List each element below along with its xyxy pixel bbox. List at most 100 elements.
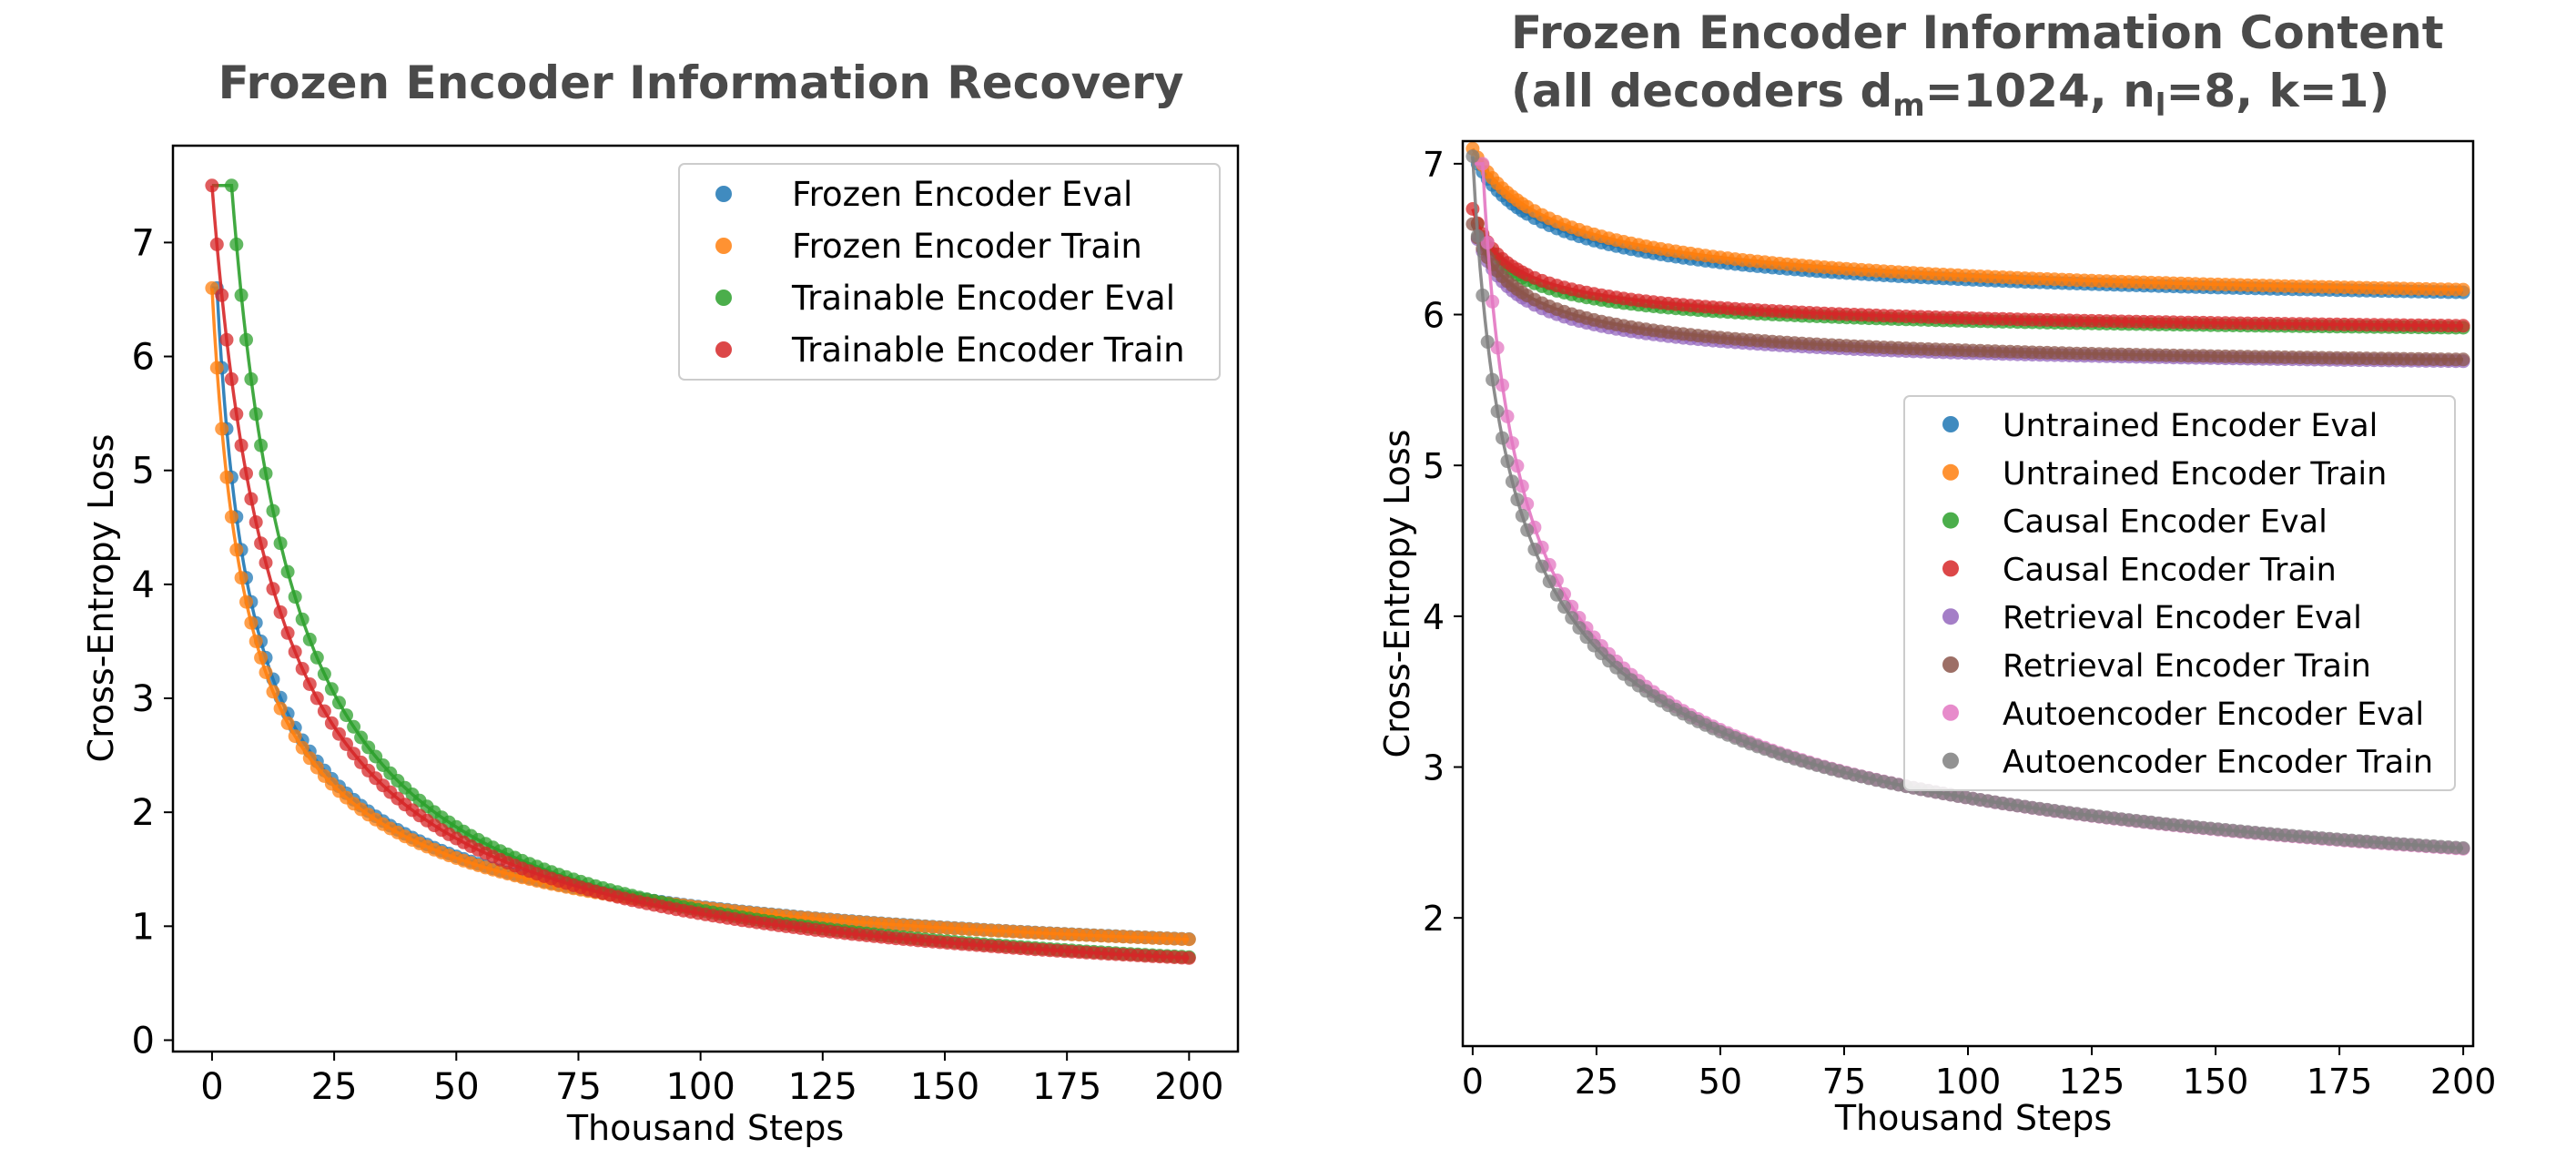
left-data-point xyxy=(266,685,280,699)
left-xtick-label: 175 xyxy=(1032,1066,1101,1108)
right-xtick-label: 175 xyxy=(2307,1062,2373,1102)
left-data-point xyxy=(239,332,253,347)
right-series-1 xyxy=(1465,141,2470,297)
left-series-0 xyxy=(209,280,1196,946)
left-xtick-label: 25 xyxy=(311,1066,358,1108)
right-data-point xyxy=(1470,229,1485,243)
left-data-point xyxy=(254,438,269,452)
right-xtick-label: 25 xyxy=(1575,1062,1618,1102)
right-legend-marker xyxy=(1942,752,1959,769)
left-legend-marker xyxy=(715,238,732,254)
chart-left-xlabel: Thousand Steps xyxy=(566,1108,844,1148)
left-data-point xyxy=(219,332,234,347)
left-data-point xyxy=(259,466,273,481)
left-data-point xyxy=(224,178,238,193)
left-data-point xyxy=(1182,950,1196,965)
left-xtick-label: 125 xyxy=(788,1066,857,1108)
left-data-point xyxy=(224,371,238,386)
right-ytick-label: 6 xyxy=(1423,296,1445,336)
right-xtick-label: 50 xyxy=(1699,1062,1742,1102)
chart-right-plot-area xyxy=(1465,141,2470,856)
left-data-point xyxy=(332,727,346,741)
left-data-point xyxy=(248,515,263,529)
left-data-point xyxy=(273,605,288,619)
right-legend-marker xyxy=(1942,463,1959,481)
left-data-point xyxy=(288,645,302,659)
right-legend-label: Untrained Encoder Train xyxy=(2003,456,2387,493)
right-data-point xyxy=(1480,236,1495,250)
right-xtick-label: 200 xyxy=(2430,1062,2497,1102)
left-data-point xyxy=(248,634,263,648)
chart-right-ticks: 0 25 50 75 100 125 150 175 200 2 3 4 5 6 7 xyxy=(1423,145,2497,1102)
right-data-point xyxy=(1527,543,1542,556)
chart-right-title-part3: =8, k=1) xyxy=(2165,65,2389,117)
left-data-point xyxy=(273,536,288,551)
left-data-point xyxy=(302,751,317,766)
left-data-point xyxy=(234,571,248,585)
left-data-point xyxy=(234,438,248,452)
right-data-point xyxy=(2456,352,2470,367)
left-data-point xyxy=(209,237,224,251)
left-data-point xyxy=(317,666,331,681)
right-ytick-label: 2 xyxy=(1423,899,1445,939)
left-data-point xyxy=(244,492,259,506)
left-xtick-label: 75 xyxy=(555,1066,602,1108)
left-data-point xyxy=(340,737,353,751)
right-legend-label: Retrieval Encoder Train xyxy=(2003,648,2371,685)
chart-right-title-sub-l: l xyxy=(2155,87,2166,124)
right-legend-marker xyxy=(1942,416,1959,432)
left-data-point xyxy=(244,615,259,630)
left-xtick-label: 200 xyxy=(1154,1066,1223,1108)
right-xtick-label: 150 xyxy=(2183,1062,2249,1102)
right-data-point xyxy=(1565,611,1579,625)
left-data-point xyxy=(280,564,295,579)
left-ytick-label: 6 xyxy=(132,337,155,379)
right-data-point xyxy=(1486,294,1500,309)
left-legend-marker xyxy=(715,341,732,358)
left-data-point xyxy=(324,682,339,696)
right-data-point xyxy=(2456,841,2470,855)
left-ytick-label: 0 xyxy=(132,1020,155,1062)
right-xtick-label: 75 xyxy=(1822,1062,1866,1102)
left-data-point xyxy=(347,719,361,734)
right-data-point xyxy=(1480,335,1495,349)
right-ytick-label: 5 xyxy=(1423,446,1445,486)
left-data-point xyxy=(280,716,295,730)
right-legend-marker xyxy=(1942,512,1959,529)
right-legend-label: Autoencoder Encoder Eval xyxy=(2003,696,2424,733)
left-legend-marker xyxy=(715,290,732,306)
left-data-point xyxy=(340,708,353,723)
right-data-point xyxy=(1496,431,1509,445)
right-legend-label: Causal Encoder Train xyxy=(2003,552,2337,588)
left-data-point xyxy=(215,422,229,436)
right-data-point xyxy=(1535,559,1549,574)
chart-right-title-sub-m: m xyxy=(1892,87,1924,124)
left-data-point xyxy=(239,595,253,609)
right-data-point xyxy=(1490,404,1505,419)
left-data-point xyxy=(239,466,253,481)
right-data-point xyxy=(1500,454,1515,469)
right-legend-marker xyxy=(1942,560,1959,577)
left-data-point xyxy=(205,178,219,193)
right-data-point xyxy=(1515,508,1529,523)
chart-right-title-line2: (all decoders dm=1024, nl=8, k=1) xyxy=(1511,65,2389,124)
right-data-point xyxy=(1505,474,1519,489)
left-data-point xyxy=(209,361,224,375)
left-data-point xyxy=(229,237,244,251)
chart-right-legend: Untrained Encoder Eval Untrained Encoder … xyxy=(1903,395,2456,791)
right-xtick-label: 100 xyxy=(1935,1062,2002,1102)
left-series-line xyxy=(210,288,1190,941)
right-ytick-label: 7 xyxy=(1423,145,1445,185)
left-series-3 xyxy=(205,178,1196,965)
chart-left-title: Frozen Encoder Information Recovery xyxy=(218,56,1184,109)
right-series-3 xyxy=(1465,202,2470,333)
left-data-point xyxy=(224,510,238,524)
right-ytick-label: 3 xyxy=(1423,748,1445,788)
right-legend-label: Causal Encoder Eval xyxy=(2003,504,2328,541)
right-data-point xyxy=(1465,149,1480,164)
left-data-point xyxy=(295,740,309,755)
left-data-point xyxy=(309,691,324,706)
left-data-point xyxy=(361,740,376,755)
right-data-point xyxy=(1486,372,1500,387)
left-data-point xyxy=(229,407,244,422)
